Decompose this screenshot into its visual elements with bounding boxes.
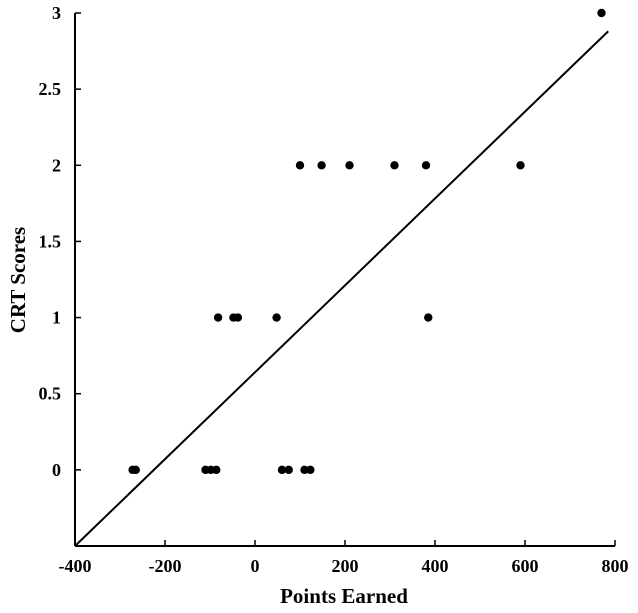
data-point	[306, 465, 315, 475]
trend-line	[74, 30, 609, 547]
data-point	[277, 465, 287, 475]
y-tick-label: 3	[52, 3, 61, 23]
data-point	[597, 8, 606, 18]
data-point	[300, 465, 309, 475]
y-axis-title: CRT Scores	[6, 227, 30, 333]
data-point	[345, 161, 354, 170]
x-tick-label: -400	[59, 556, 92, 576]
x-tick-label: 800	[602, 556, 629, 576]
y-tick-label: 0.5	[39, 384, 62, 404]
x-tick-label: 400	[422, 556, 449, 576]
data-point	[233, 313, 243, 322]
y-tick-label: 1	[52, 308, 61, 328]
y-axis-ticks: 0 0.5 1 1.5 2 2.5 3	[39, 3, 81, 480]
data-point	[212, 465, 221, 475]
data-point	[390, 161, 399, 170]
data-points	[128, 8, 606, 475]
x-tick-label: 200	[332, 556, 359, 576]
x-tick-label: 600	[512, 556, 539, 576]
x-tick-label: 0	[251, 556, 260, 576]
x-axis-ticks: -400 -200 0 200 400 600 800	[59, 540, 629, 576]
y-tick-label: 1.5	[39, 231, 62, 251]
data-point	[516, 161, 525, 170]
data-point	[131, 465, 140, 475]
data-point	[424, 313, 433, 322]
data-point	[421, 161, 431, 170]
y-tick-label: 2	[52, 155, 61, 175]
x-tick-label: -200	[149, 556, 182, 576]
data-point	[213, 313, 223, 322]
data-point	[317, 161, 326, 170]
y-tick-label: 0	[52, 460, 61, 480]
data-point	[295, 161, 305, 170]
x-axis-title: Points Earned	[280, 584, 408, 608]
data-point	[284, 465, 293, 475]
data-point	[272, 313, 281, 322]
y-tick-label: 2.5	[39, 79, 62, 99]
